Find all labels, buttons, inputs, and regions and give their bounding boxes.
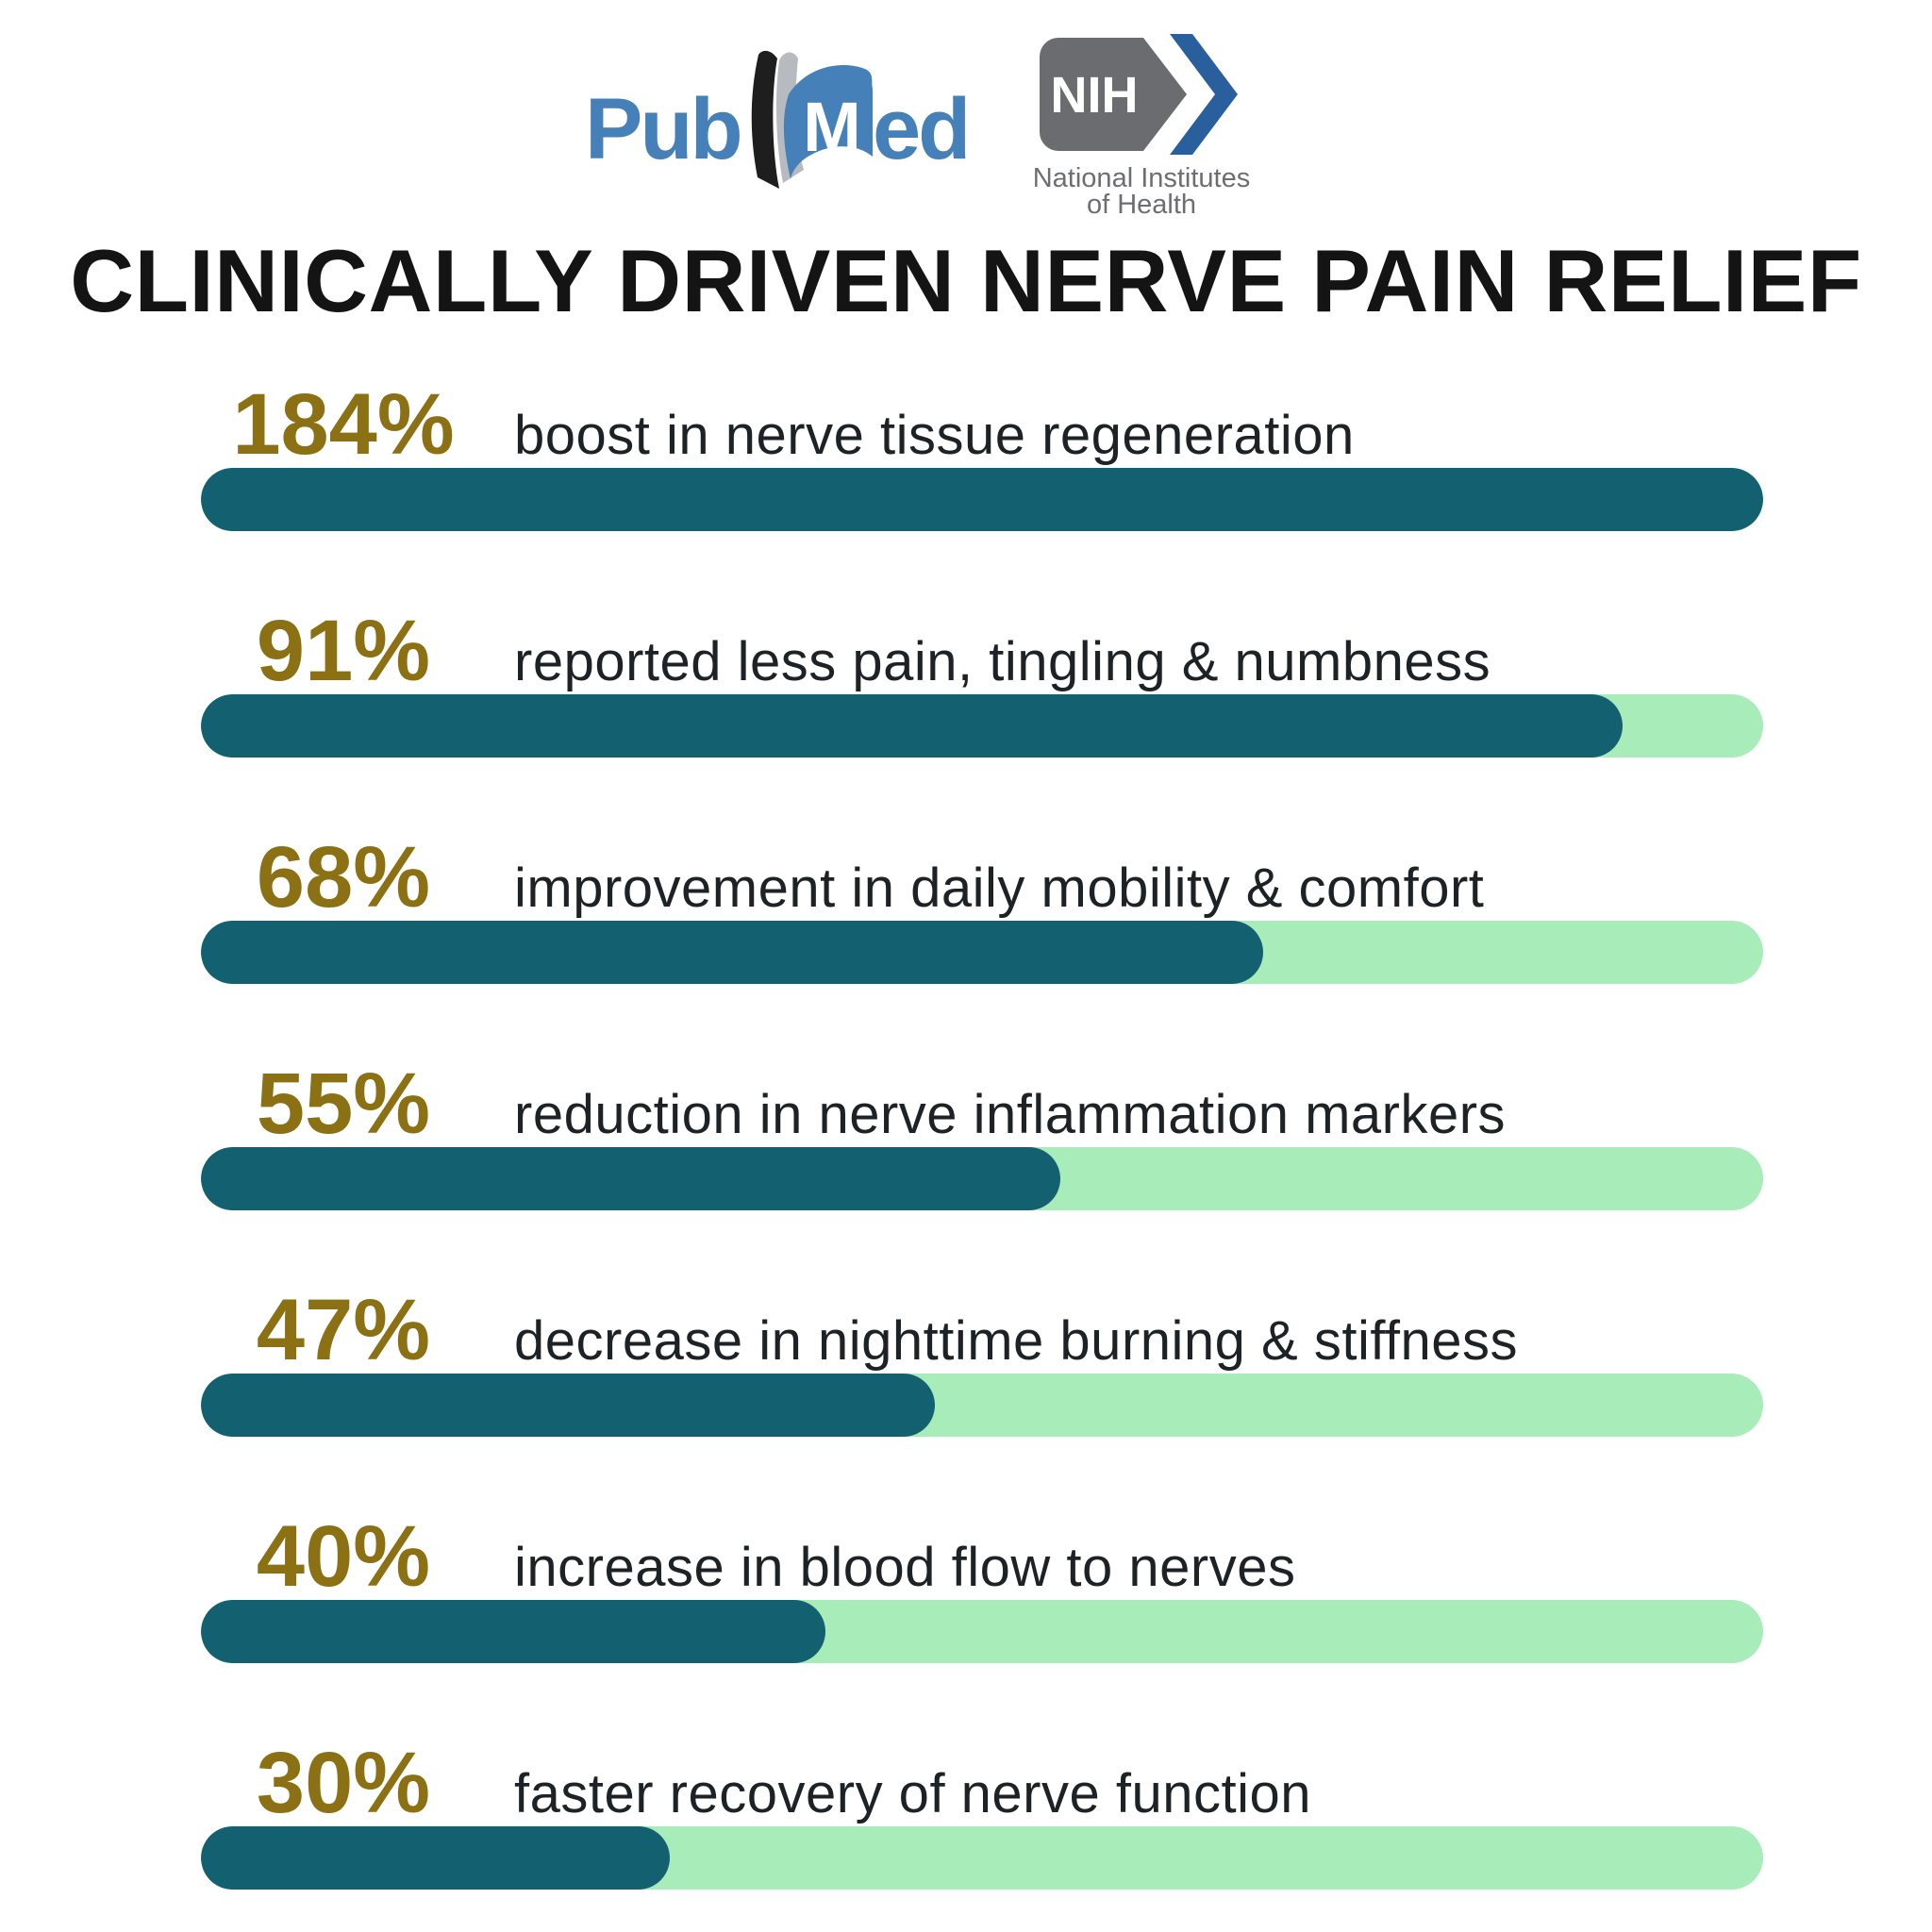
- nih-logo-acronym: NIH: [1051, 67, 1139, 124]
- progress-bar-track: [201, 694, 1763, 758]
- stat-row-text: 91% reported less pain, tingling & numbn…: [201, 604, 1763, 698]
- pubmed-book-left-page-icon: [751, 50, 779, 190]
- stat-row-text: 55% reduction in nerve inflammation mark…: [201, 1057, 1763, 1151]
- stat-row-text: 47% decrease in nighttime burning & stif…: [201, 1283, 1763, 1377]
- pubmed-logo-icon: Pub M ed: [585, 50, 971, 190]
- stat-row-text: 68% improvement in daily mobility & comf…: [201, 830, 1763, 924]
- progress-bar-track: [201, 1826, 1763, 1890]
- pubmed-book-blue-page-icon: [783, 65, 873, 179]
- progress-bar-fill: [201, 1600, 826, 1663]
- stat-row: 40% increase in blood flow to nerves: [201, 1509, 1763, 1726]
- progress-bar-fill: [201, 921, 1264, 984]
- pubmed-logo-m-text: M: [803, 88, 861, 166]
- stat-percent-value: 40%: [256, 1508, 431, 1605]
- stat-description: boost in nerve tissue regeneration: [514, 405, 1355, 466]
- nih-logo-subtitle-line2: of Health: [1087, 190, 1196, 218]
- stat-percent-value: 91%: [256, 603, 431, 699]
- progress-bar-fill: [201, 468, 1763, 531]
- progress-bar-track: [201, 1374, 1763, 1437]
- progress-bar-fill: [201, 1374, 936, 1437]
- progress-bar-track: [201, 1147, 1763, 1210]
- stat-percent-value: 55%: [256, 1056, 431, 1152]
- nih-logo-chevron-icon: [1170, 34, 1238, 155]
- stat-percent-value: 47%: [256, 1282, 431, 1378]
- page-title: CLINICALLY DRIVEN NERVE PAIN RELIEF: [70, 231, 1862, 330]
- progress-bar-track: [201, 468, 1763, 531]
- stat-description: decrease in nighttime burning & stiffnes…: [514, 1310, 1519, 1372]
- stat-row: 55% reduction in nerve inflammation mark…: [201, 1057, 1763, 1274]
- stat-row: 68% improvement in daily mobility & comf…: [201, 830, 1763, 1047]
- stat-rows-container: 184% boost in nerve tissue regeneration …: [201, 377, 1763, 1932]
- stat-description: reported less pain, tingling & numbness: [514, 631, 1491, 692]
- stat-row-text: 184% boost in nerve tissue regeneration: [201, 377, 1763, 472]
- nih-logo-plate-icon: [1040, 38, 1187, 151]
- pubmed-logo-pub-text: Pub: [585, 81, 741, 177]
- stat-row-text: 40% increase in blood flow to nerves: [201, 1509, 1763, 1604]
- progress-bar-track: [201, 921, 1763, 984]
- stat-description: increase in blood flow to nerves: [514, 1537, 1296, 1598]
- stat-row-text: 30% faster recovery of nerve function: [201, 1736, 1763, 1830]
- stat-percent-value: 30%: [256, 1735, 431, 1831]
- nih-logo-icon: NIH National Institutes of Health: [1033, 34, 1251, 218]
- progress-bar-track: [201, 1600, 1763, 1663]
- stat-row: 91% reported less pain, tingling & numbn…: [201, 604, 1763, 821]
- stat-row: 184% boost in nerve tissue regeneration: [201, 377, 1763, 594]
- stat-description: reduction in nerve inflammation markers: [514, 1084, 1507, 1145]
- progress-bar-fill: [201, 1147, 1060, 1210]
- stat-row: 30% faster recovery of nerve function: [201, 1736, 1763, 1932]
- stat-description: improvement in daily mobility & comfort: [514, 858, 1485, 919]
- progress-bar-fill: [201, 1826, 670, 1890]
- nih-logo-subtitle-line1: National Institutes: [1033, 163, 1251, 193]
- stat-description: faster recovery of nerve function: [514, 1763, 1312, 1824]
- pubmed-logo-ed-text: ed: [873, 81, 968, 177]
- progress-bar-fill: [201, 694, 1623, 758]
- stat-percent-value: 184%: [232, 376, 455, 473]
- stat-row: 47% decrease in nighttime burning & stif…: [201, 1283, 1763, 1500]
- stat-percent-value: 68%: [256, 829, 431, 925]
